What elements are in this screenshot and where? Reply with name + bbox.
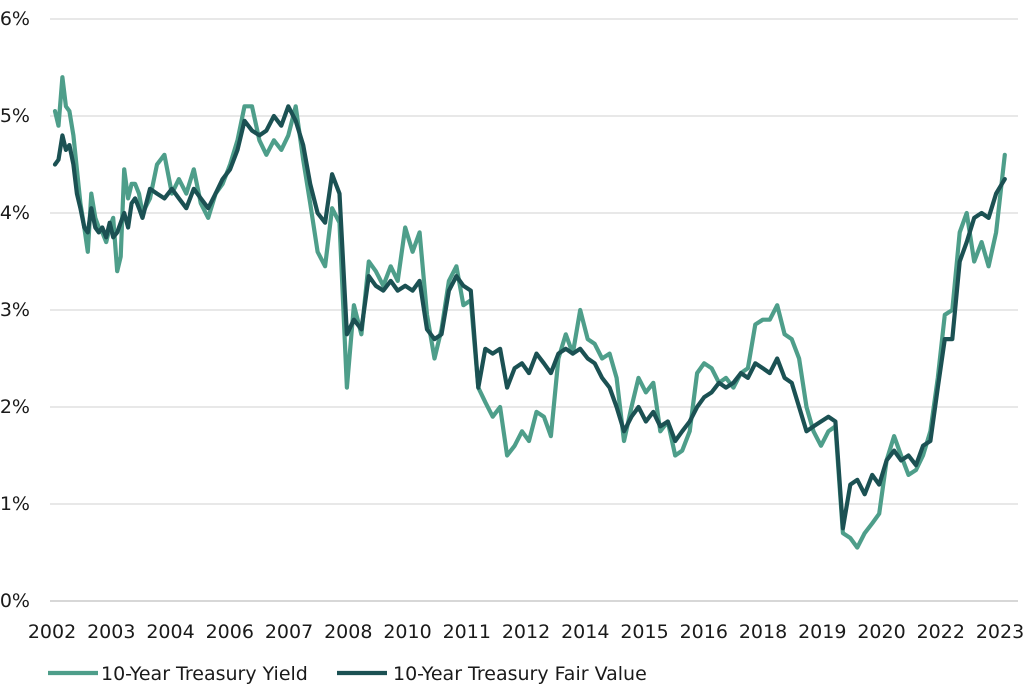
y-tick-label: 2% — [0, 396, 30, 418]
x-tick-label: 2022 — [917, 621, 965, 643]
legend-item-treasury-fair-value: 10-Year Treasury Fair Value — [337, 663, 647, 685]
y-tick-label: 4% — [0, 202, 30, 224]
x-tick-label: 2008 — [324, 621, 372, 643]
y-tick-label: 5% — [0, 105, 30, 127]
y-tick-label: 1% — [0, 493, 30, 515]
series-line-treasury-fair-value — [52, 104, 1007, 531]
x-tick-label: 2007 — [265, 621, 313, 643]
x-tick-label: 2012 — [502, 621, 550, 643]
x-tick-label: 2018 — [739, 621, 787, 643]
x-tick-label: 2010 — [383, 621, 431, 643]
x-tick-label: 2004 — [146, 621, 194, 643]
y-tick-label: 0% — [0, 590, 30, 612]
y-tick-label: 3% — [0, 299, 30, 321]
series-line-treasury-yield — [52, 75, 1007, 550]
x-tick-label: 2020 — [857, 621, 905, 643]
x-tick-label: 2015 — [620, 621, 668, 643]
x-tick-label: 2003 — [87, 621, 135, 643]
y-axis-tick-labels: 0% 1% 2% 3% 4% 5% 6% — [0, 8, 30, 612]
legend-item-treasury-yield: 10-Year Treasury Yield — [48, 663, 308, 685]
x-tick-label: 2006 — [206, 621, 254, 643]
series-lines — [52, 75, 1007, 550]
x-tick-label: 2023 — [976, 621, 1023, 643]
x-tick-label: 2014 — [561, 621, 609, 643]
x-tick-label: 2019 — [798, 621, 846, 643]
x-axis-tick-labels: 2002 2003 2004 2006 2007 2008 2010 2011 2012 2014… — [28, 621, 1023, 643]
x-tick-label: 2011 — [443, 621, 491, 643]
gridlines — [50, 18, 1018, 602]
legend-label: 10-Year Treasury Yield — [101, 663, 308, 685]
x-tick-label: 2016 — [680, 621, 728, 643]
x-tick-label: 2002 — [28, 621, 76, 643]
legend-label: 10-Year Treasury Fair Value — [393, 663, 647, 685]
y-tick-label: 6% — [0, 8, 30, 30]
legend: 10-Year Treasury Yield 10-Year Treasury F… — [48, 663, 647, 685]
